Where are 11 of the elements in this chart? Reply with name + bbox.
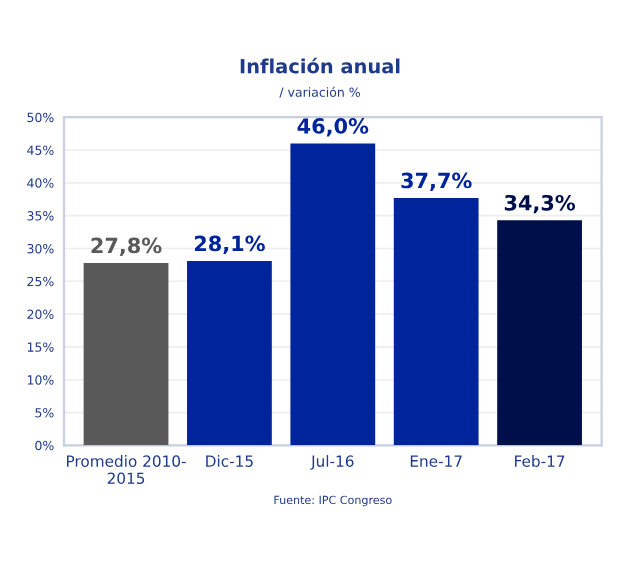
bar bbox=[290, 143, 376, 446]
data-label: 34,3% bbox=[504, 194, 576, 214]
data-label: 27,8% bbox=[91, 237, 162, 256]
bar bbox=[497, 220, 582, 446]
chart-title: Inflación anual bbox=[240, 57, 400, 74]
data-label: 46,0% bbox=[297, 118, 369, 137]
data-label: 28,1% bbox=[194, 235, 265, 254]
data-label: 37,7% bbox=[401, 172, 472, 191]
bar bbox=[187, 260, 272, 446]
bar bbox=[83, 262, 169, 446]
bar bbox=[393, 197, 479, 446]
